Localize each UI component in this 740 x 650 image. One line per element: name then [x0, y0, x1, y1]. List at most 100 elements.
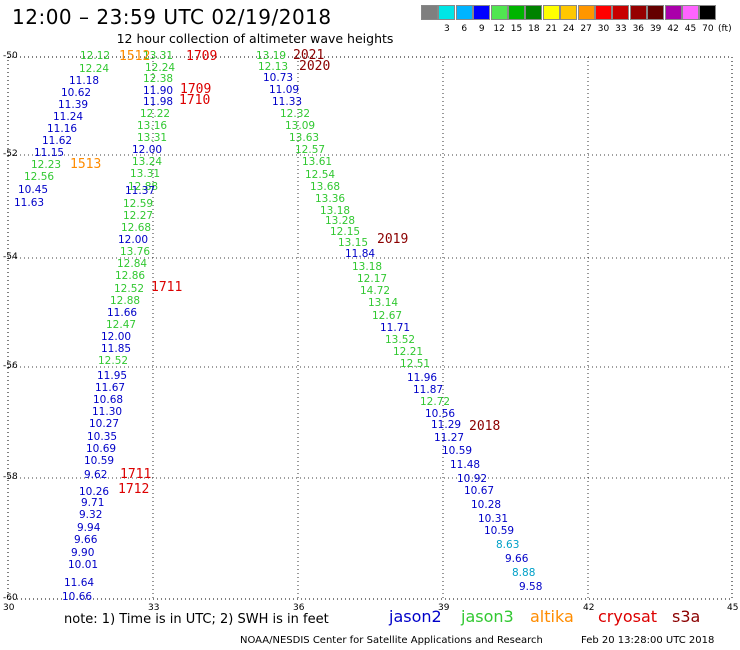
wave-height-reading: 11.18 [69, 75, 100, 87]
wave-height-reading: 12.38 [143, 73, 174, 85]
wave-height-reading: 11.64 [64, 577, 95, 589]
wave-height-reading: 9.90 [71, 547, 95, 559]
pass-time-label: 1710 [179, 93, 211, 108]
wave-height-reading: 9.66 [505, 553, 529, 565]
scale-label: 42 [667, 24, 679, 34]
credit-line: NOAA/NESDIS Center for Satellite Applica… [240, 635, 543, 646]
scale-label: 3 [444, 24, 450, 34]
wave-height-reading: 11.15 [34, 147, 65, 159]
longitude-tick-label: 45 [727, 603, 739, 613]
wave-height-reading: 12.24 [79, 63, 110, 75]
wave-height-reading: 10.59 [84, 455, 115, 467]
wave-height-reading: 12.13 [258, 61, 289, 73]
wave-height-reading: 13.31 [130, 168, 161, 180]
pass-time-label: 1512 [119, 49, 151, 64]
pass-time-label: 1711 [120, 467, 152, 482]
wave-height-reading: 12.51 [400, 358, 431, 370]
scale-swatch [455, 5, 473, 20]
wave-height-reading: 10.26 [79, 486, 110, 498]
scale-swatch [525, 5, 543, 20]
wave-height-reading: 12.59 [123, 198, 154, 210]
wave-height-reading: 11.63 [14, 197, 45, 209]
latitude-tick-label: -50 [3, 51, 18, 61]
wave-height-reading: 10.31 [478, 513, 509, 525]
wave-height-reading: 13.18 [320, 205, 351, 217]
wave-height-reading: 13.19 [256, 50, 287, 62]
wave-height-reading: 10.66 [62, 591, 93, 603]
wave-height-reading: 10.27 [89, 418, 120, 430]
wave-height-reading: 12.68 [121, 222, 152, 234]
wave-height-reading: 10.35 [87, 431, 118, 443]
wave-height-reading: 12.86 [115, 270, 146, 282]
wave-height-reading: 10.45 [18, 184, 49, 196]
scale-label: 6 [461, 24, 468, 34]
wave-height-reading: 13.68 [310, 181, 341, 193]
wave-height-reading: 12.56 [24, 171, 55, 183]
wave-height-reading: 9.94 [77, 522, 101, 534]
wave-height-reading: 13.16 [137, 120, 168, 132]
wave-height-reading: 10.73 [263, 72, 294, 84]
wave-height-reading: 10.68 [93, 394, 124, 406]
footer-note: note: 1) Time is in UTC; 2) SWH is in fe… [64, 612, 329, 627]
legend-cryosat: cryosat [598, 607, 658, 626]
wave-height-reading: 11.62 [42, 135, 73, 147]
wave-height-reading: 12.00 [101, 331, 132, 343]
scale-swatch [595, 5, 612, 20]
wave-height-reading: 12.47 [106, 319, 137, 331]
wave-height-reading: 13.63 [289, 132, 320, 144]
legend-jason3: jason3 [461, 607, 514, 626]
scale-swatch [577, 5, 595, 20]
wave-height-reading: 12.84 [117, 258, 148, 270]
wave-height-reading: 13.14 [368, 297, 399, 309]
wave-height-reading: 9.71 [81, 497, 105, 509]
pass-time-label: 2019 [377, 232, 409, 247]
wave-height-reading: 9.66 [74, 534, 98, 546]
map-border [7, 56, 733, 600]
wave-height-reading: 11.98 [143, 96, 174, 108]
wave-height-reading: 11.37 [125, 185, 156, 197]
legend-jason2: jason2 [389, 607, 442, 626]
wave-height-reading: 12.88 [128, 181, 159, 193]
pass-time-label: 1711 [151, 280, 183, 295]
wave-height-reading: 12.88 [110, 295, 141, 307]
wave-height-reading: 14.72 [360, 285, 391, 297]
wave-height-reading: 12.54 [305, 169, 336, 181]
wave-height-reading: 12.52 [114, 283, 145, 295]
wave-height-reading: 12.32 [280, 108, 311, 120]
wave-height-reading: 10.59 [484, 525, 515, 537]
wave-height-reading: 13.31 [143, 50, 174, 62]
wave-height-reading: 12.22 [140, 108, 171, 120]
wave-height-reading: 10.01 [68, 559, 99, 571]
wave-height-reading: 12.24 [145, 62, 176, 74]
wave-height-reading: 13.28 [325, 215, 356, 227]
wave-height-reading: 11.85 [101, 343, 132, 355]
scale-swatch [421, 5, 438, 20]
wave-height-reading: 11.33 [272, 96, 303, 108]
pass-time-label: 1513 [70, 157, 102, 172]
scale-label: 45 [684, 24, 697, 34]
scale-swatch [682, 5, 699, 20]
wave-height-reading: 13.15 [338, 237, 369, 249]
wave-height-reading: 13.76 [120, 246, 151, 258]
wave-height-reading: 11.66 [107, 307, 138, 319]
latitude-tick-label: -56 [3, 361, 18, 371]
latitude-tick-label: -60 [3, 593, 18, 603]
wave-height-reading: 12.21 [393, 346, 424, 358]
wave-height-reading: 10.67 [464, 485, 495, 497]
scale-swatch [612, 5, 630, 20]
wave-height-reading: 13.61 [302, 156, 333, 168]
wave-height-reading: 10.28 [471, 499, 502, 511]
wave-height-reading: 12.67 [372, 310, 403, 322]
wave-height-reading: 12.23 [31, 159, 62, 171]
scale-swatch [560, 5, 578, 20]
scale-swatch [542, 5, 560, 20]
wave-height-reading: 8.63 [496, 539, 520, 551]
latitude-tick-label: -52 [3, 149, 18, 159]
scale-swatch [473, 5, 491, 20]
wave-height-reading: 10.56 [425, 408, 456, 420]
scale-swatch [647, 5, 665, 20]
pass-time-label: 2018 [469, 419, 501, 434]
wave-height-reading: 12.27 [123, 210, 154, 222]
wave-height-reading: 12.52 [98, 355, 129, 367]
